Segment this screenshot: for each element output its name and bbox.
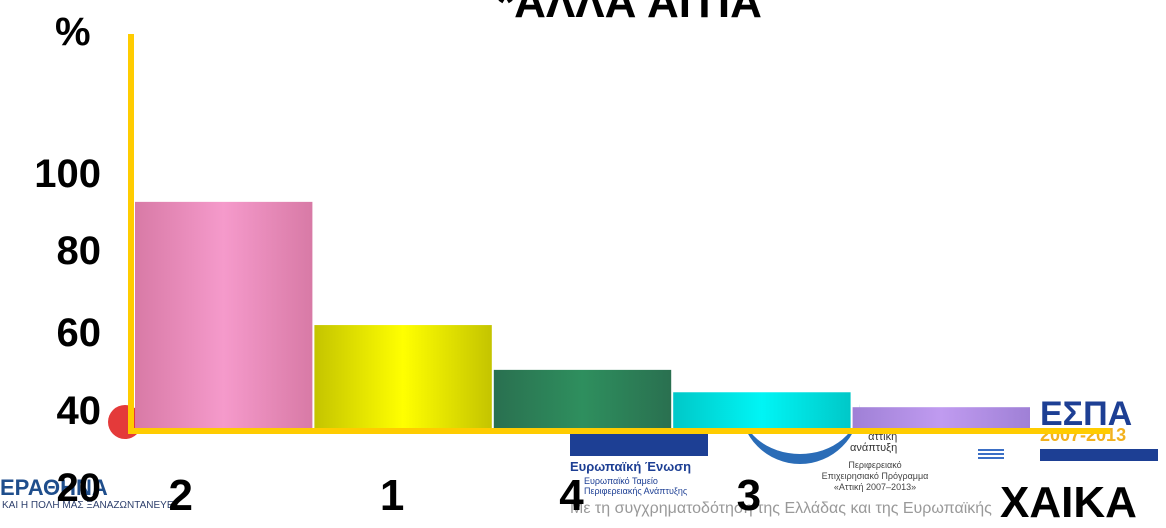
athens-logo: ΕΡΑΘΗΝΑ xyxy=(0,475,108,500)
chart-title: *ΑΛΛΑ ΑΙΤΙΑ xyxy=(497,0,762,27)
bar-1 xyxy=(314,325,492,429)
bar-2 xyxy=(135,201,313,429)
espa-logo: ΕΣΠΑ xyxy=(1040,395,1133,433)
bar-chart: 20 40 60 80 100 2 1 4 3 xyxy=(34,34,1110,515)
x-axis-label: ΧΑΙΚΑ xyxy=(1000,478,1137,527)
y-tick-label: 100 xyxy=(34,152,101,196)
espa-bar xyxy=(1040,449,1158,461)
bar-4 xyxy=(493,369,672,429)
y-tick-label: 80 xyxy=(57,229,102,273)
x-tick-label: 1 xyxy=(380,471,404,515)
y-tick-label: 20 xyxy=(57,466,102,510)
attiki-arc-icon xyxy=(740,400,860,464)
greek-flag-icon xyxy=(978,449,1004,461)
y-tick-label: 60 xyxy=(57,311,102,355)
eu-flag-icon xyxy=(570,432,708,456)
y-axis-label: % xyxy=(55,10,91,54)
eu-logo-subtitle: Ευρωπαϊκό Ταμείο Περιφερειακής Ανάπτυξης xyxy=(584,476,688,496)
bar-last xyxy=(852,407,1030,429)
attiki-logo: αττική ανάπτυξη xyxy=(850,431,898,454)
program-logo-text: Περιφερειακό Επιχειρησιακό Πρόγραμμα «Αττι… xyxy=(821,460,929,492)
eu-logo-title: Ευρωπαϊκή Ένωση xyxy=(570,459,692,474)
footer-text: Με τη συγχρηματοδότηση της Ελλάδας και τ… xyxy=(570,500,992,517)
x-tick-label: 3 xyxy=(737,471,761,515)
x-tick-label: 2 xyxy=(168,471,192,515)
athens-logo-subtitle: ΚΑΙ Η ΠΟΛΗ ΜΑΣ ΞΑΝΑΖΩΝΤΑΝΕΥΕΙ xyxy=(2,500,177,511)
bar-3 xyxy=(673,392,851,429)
x-tick-label: 4 xyxy=(559,471,584,515)
y-tick-label: 40 xyxy=(57,389,102,433)
